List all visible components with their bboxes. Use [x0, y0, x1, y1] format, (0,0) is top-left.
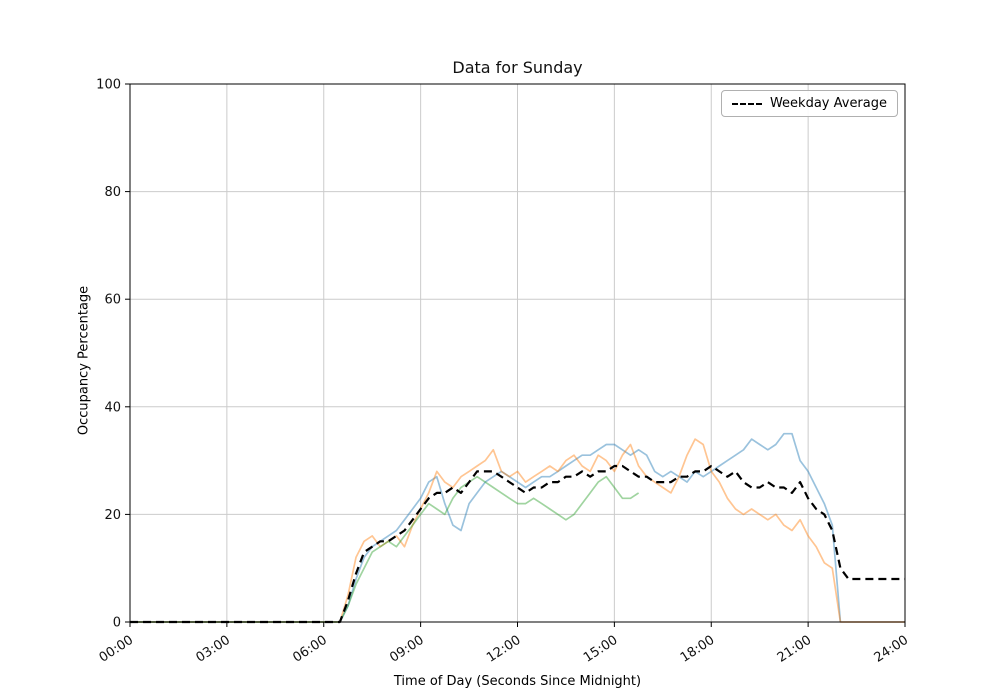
x-tick-label: 24:00: [872, 633, 912, 666]
legend: Weekday Average: [720, 90, 898, 117]
y-tick-label: 80: [104, 185, 121, 200]
x-tick-label: 09:00: [387, 633, 427, 666]
x-tick-label: 18:00: [678, 633, 718, 666]
series-sunday-trace-blue: [130, 432, 842, 623]
legend-entry-label: Weekday Average: [769, 96, 887, 111]
y-tick-label: 100: [96, 78, 121, 93]
x-tick-label: 06:00: [290, 633, 330, 666]
y-tick-label: 0: [113, 616, 121, 631]
x-tick-label: 03:00: [193, 633, 233, 666]
x-tick-label: 00:00: [97, 633, 137, 666]
x-tick-label: 15:00: [581, 633, 621, 666]
y-tick-label: 20: [104, 508, 121, 523]
x-tick-label: 12:00: [484, 633, 524, 666]
y-axis-label: Occupancy Percentage: [76, 285, 92, 436]
y-tick-label: 40: [104, 400, 121, 415]
series-sunday-trace-green: [130, 475, 640, 623]
x-tick-label: 21:00: [775, 633, 815, 666]
x-axis-label: Time of Day (Seconds Since Midnight): [393, 674, 642, 689]
y-tick-label: 60: [104, 293, 121, 308]
dashed-line-sample-icon: [731, 102, 762, 105]
chart-title: Data for Sunday: [452, 58, 583, 77]
